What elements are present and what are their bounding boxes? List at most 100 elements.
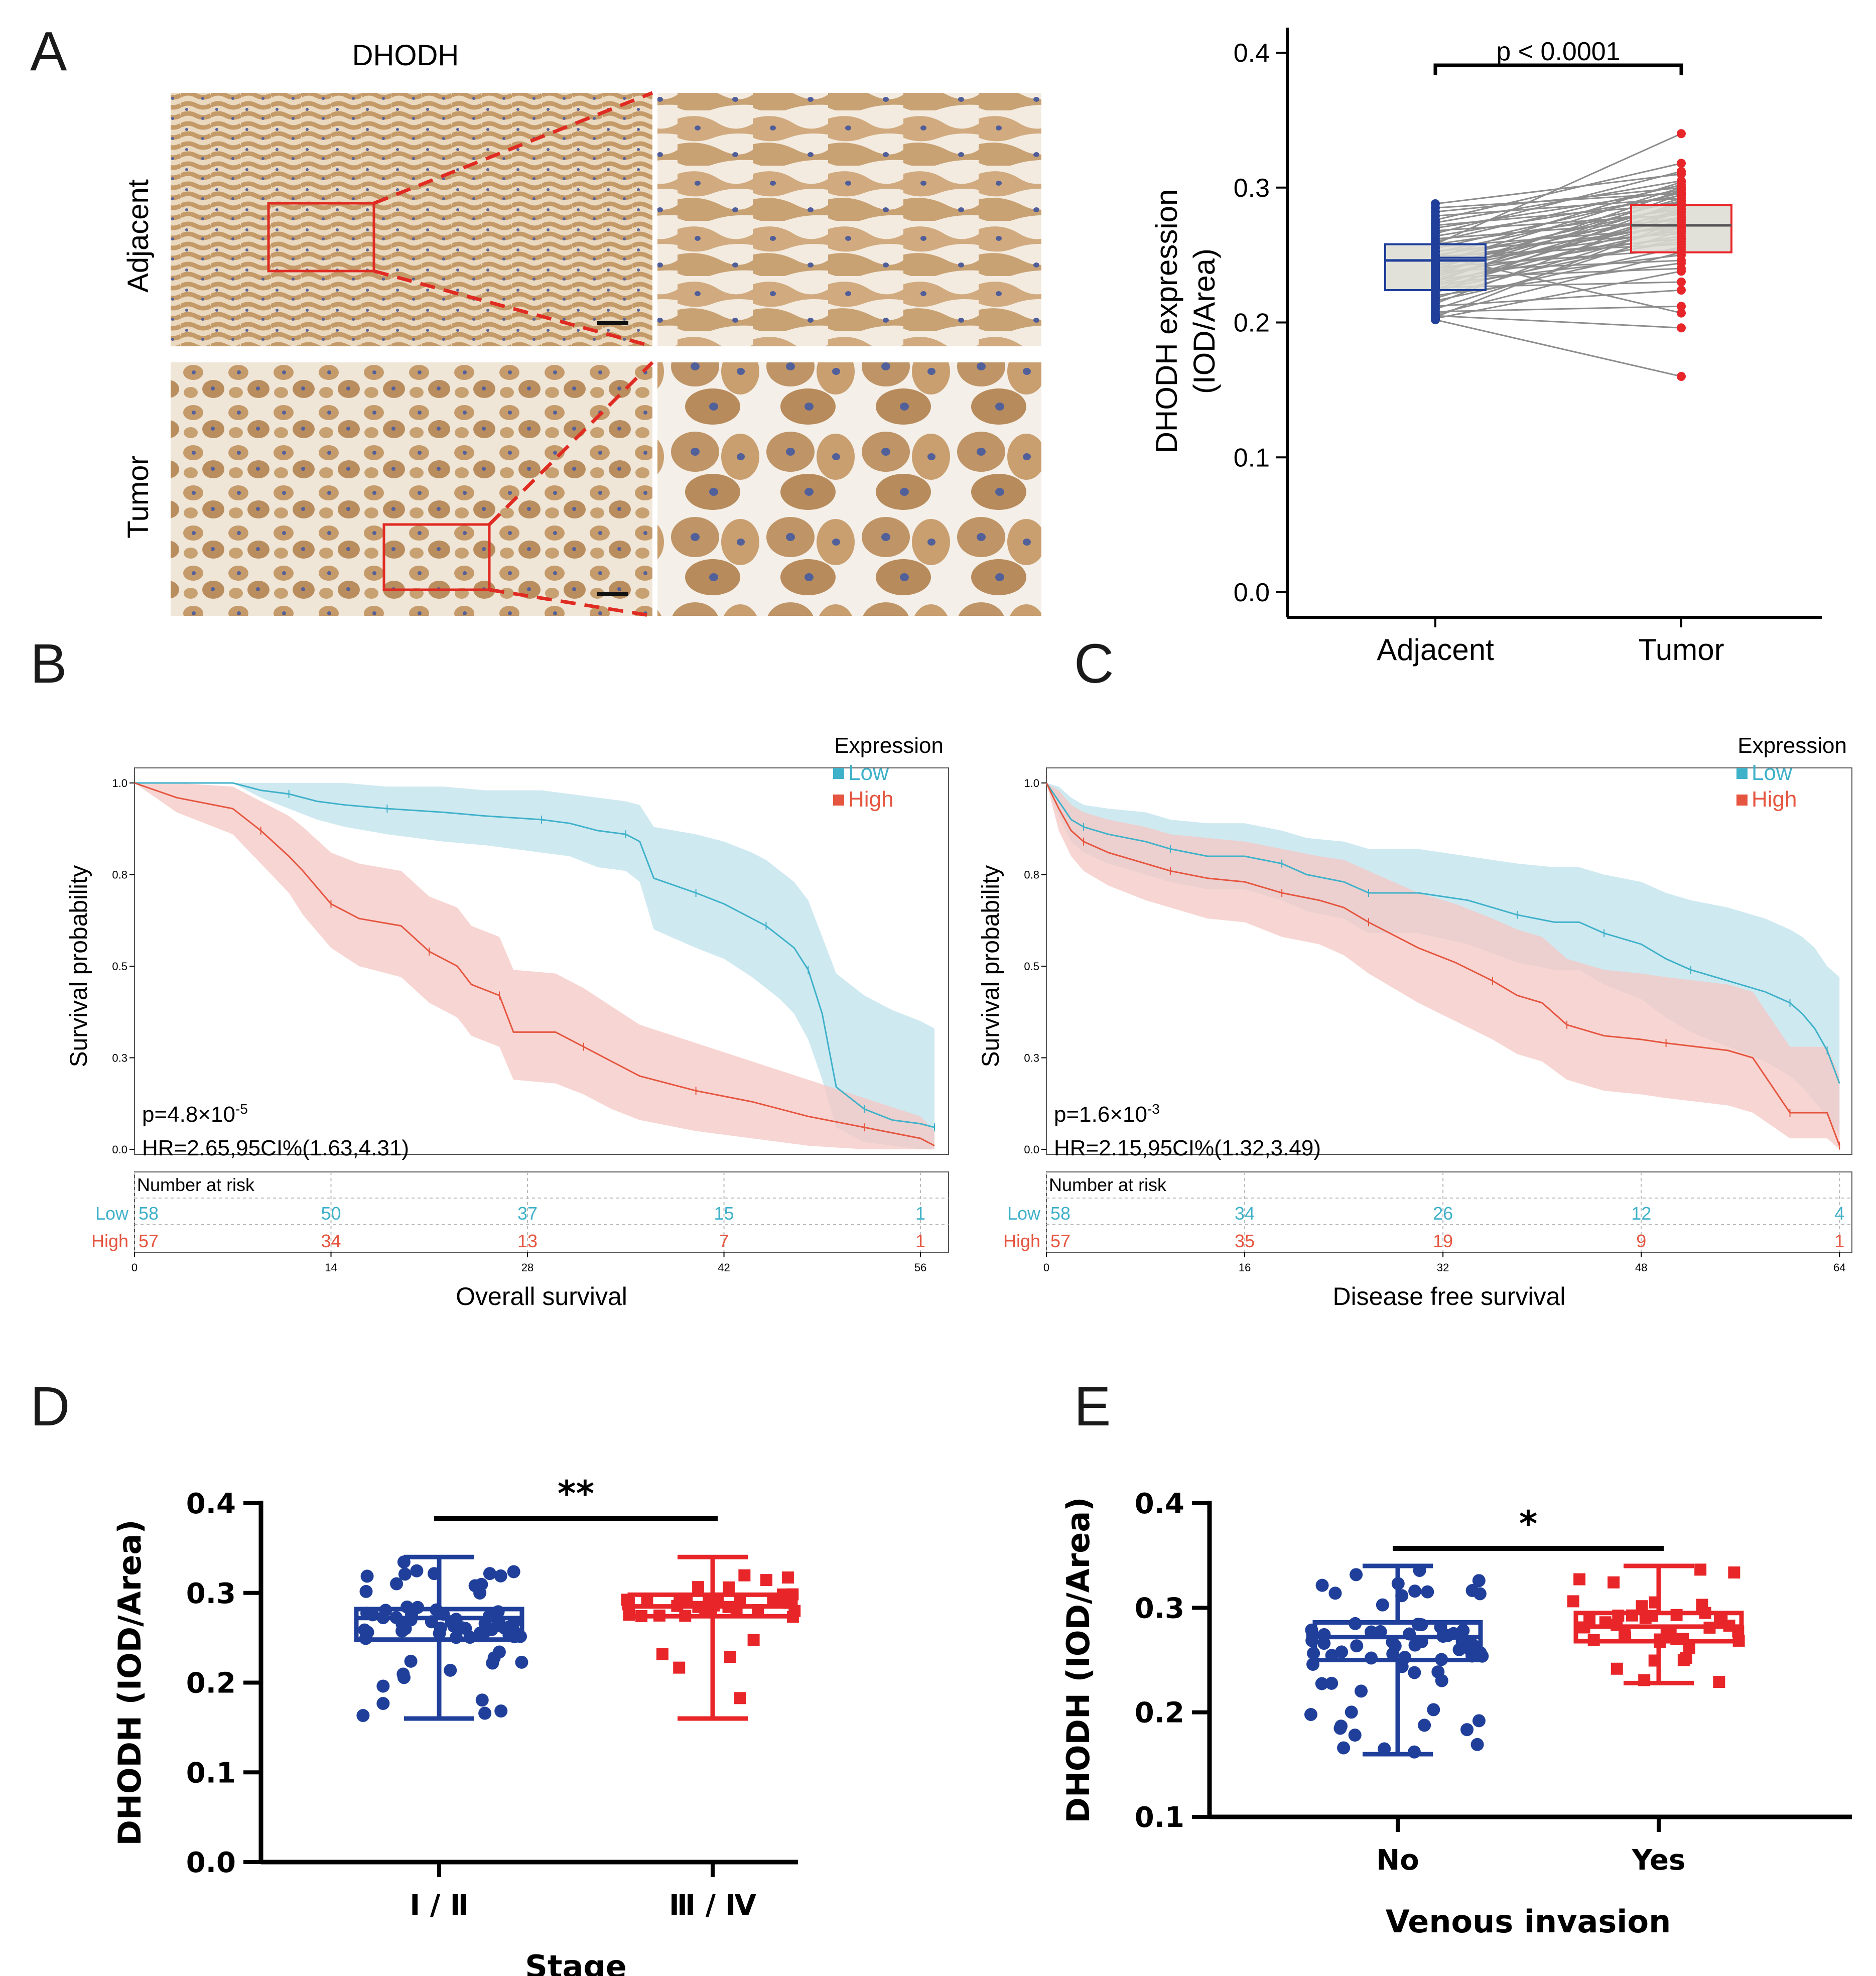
data-point <box>1699 1607 1711 1619</box>
data-point <box>1677 196 1686 206</box>
y-tick-label: 0.1 <box>1135 1801 1184 1834</box>
data-point <box>404 1613 418 1627</box>
y-axis-label: Survival probability <box>66 865 92 1068</box>
data-point <box>1670 1609 1683 1621</box>
chart-b-km: 0.0 0.3 0.5 0.8 1.0 Survival probability Expre… <box>66 733 949 1310</box>
data-point <box>623 1609 635 1621</box>
survival-curve-high <box>134 782 935 1147</box>
data-point <box>1677 277 1686 287</box>
data-point <box>1732 1634 1745 1647</box>
y-tick-label: 0.0 <box>186 1847 236 1879</box>
data-point <box>1648 1654 1661 1667</box>
data-point <box>1435 1653 1448 1666</box>
data-point <box>1376 1598 1389 1612</box>
risk-count-low: 1 <box>915 1203 925 1224</box>
data-point <box>1619 1631 1632 1644</box>
data-point <box>1611 1662 1623 1675</box>
data-point <box>1677 226 1686 235</box>
y-tick-label: 0.1 <box>1234 443 1270 472</box>
y-axis-label: (IOD/Area) <box>1187 248 1221 394</box>
plot-frame <box>134 767 949 1155</box>
data-point <box>641 1596 653 1609</box>
data-point <box>507 1565 520 1578</box>
data-point <box>1418 1719 1431 1732</box>
chart-c-km: 0.0 0.3 0.5 0.8 1.0 Survival probability Expre… <box>978 733 1852 1310</box>
data-point <box>1307 1647 1320 1660</box>
data-point <box>379 1604 392 1617</box>
risk-count-high: 57 <box>1050 1231 1070 1251</box>
data-point <box>1427 1703 1440 1717</box>
risk-count-high: 19 <box>1433 1231 1453 1251</box>
data-point <box>478 1706 492 1720</box>
y-axis-label: DHODH (IOD/Area) <box>1060 1497 1097 1823</box>
y-tick-label: 0.1 <box>186 1757 236 1789</box>
data-point <box>1703 1621 1716 1634</box>
risk-count-high: 7 <box>719 1231 729 1251</box>
data-point <box>671 1600 684 1612</box>
data-point <box>360 1569 374 1583</box>
data-point <box>376 1697 390 1710</box>
scale-bar <box>597 321 628 325</box>
y-tick-label: 0.5 <box>112 960 127 973</box>
data-point <box>1677 308 1686 318</box>
data-point <box>723 1581 735 1594</box>
data-point <box>1599 1616 1612 1629</box>
legend-swatch-high <box>1736 795 1748 806</box>
data-point <box>1325 1676 1338 1690</box>
data-point <box>1677 323 1686 333</box>
risk-row-label-high: High <box>1003 1231 1040 1251</box>
data-point <box>1660 1625 1673 1637</box>
y-tick-label: 0.0 <box>1234 578 1270 607</box>
data-point <box>653 1609 665 1622</box>
data-point <box>635 1610 648 1622</box>
data-point <box>1378 1742 1391 1756</box>
y-tick-label: 0.3 <box>1135 1592 1184 1625</box>
risk-count-high: 34 <box>321 1231 341 1251</box>
zoom-connector <box>373 91 653 205</box>
data-point <box>1677 258 1686 268</box>
survival-curve-low <box>1045 782 1840 1084</box>
data-point <box>1636 1600 1648 1613</box>
data-point <box>397 1555 411 1569</box>
y-tick-label: 0.4 <box>1234 39 1270 68</box>
paired-line <box>1435 187 1682 213</box>
significance-bracket <box>1433 63 1683 75</box>
chart-e-box: 0.1 0.2 0.3 0.4 DHODH (IOD/Area) No Yes * Venous… <box>1060 1488 1852 1940</box>
zoom-box-adjacent <box>267 202 375 273</box>
p-value-label: p < 0.0001 <box>1496 37 1620 66</box>
zoom-box-tumor <box>382 523 491 591</box>
hazard-ratio-label: HR=2.65,95CI%(1.63,4.31) <box>142 1136 409 1160</box>
y-tick-label: 0.3 <box>1234 174 1270 203</box>
data-point <box>1677 167 1686 176</box>
x-tick-label: 0 <box>1043 1261 1049 1274</box>
data-point <box>1677 302 1686 311</box>
data-point <box>1395 1660 1409 1673</box>
x-axis-label: Overall survival <box>456 1282 627 1310</box>
data-point <box>360 1607 374 1620</box>
data-point <box>1677 286 1686 295</box>
data-point <box>747 1634 760 1646</box>
data-point <box>486 1656 499 1670</box>
risk-count-low: 15 <box>714 1203 734 1224</box>
data-point <box>1646 1610 1659 1622</box>
data-point <box>1355 1684 1368 1698</box>
data-point <box>492 1645 506 1659</box>
data-point <box>1694 1563 1707 1576</box>
paired-line <box>1435 133 1682 245</box>
data-point <box>473 1586 487 1600</box>
x-tick-label: 64 <box>1833 1261 1845 1274</box>
data-point <box>494 1704 508 1718</box>
micrograph-adjacent-zoom <box>657 93 1041 346</box>
data-point <box>1348 1729 1362 1742</box>
y-axis-label: Survival probability <box>978 865 1004 1068</box>
scale-bar <box>597 592 628 596</box>
data-point <box>1677 372 1686 381</box>
data-point <box>1728 1566 1740 1579</box>
x-tick-label: 42 <box>718 1261 730 1274</box>
data-point <box>1345 1705 1358 1719</box>
data-point <box>1421 1585 1434 1599</box>
data-point <box>1472 1714 1486 1728</box>
data-point <box>491 1605 505 1619</box>
data-point <box>760 1574 773 1587</box>
data-point <box>1455 1635 1469 1648</box>
